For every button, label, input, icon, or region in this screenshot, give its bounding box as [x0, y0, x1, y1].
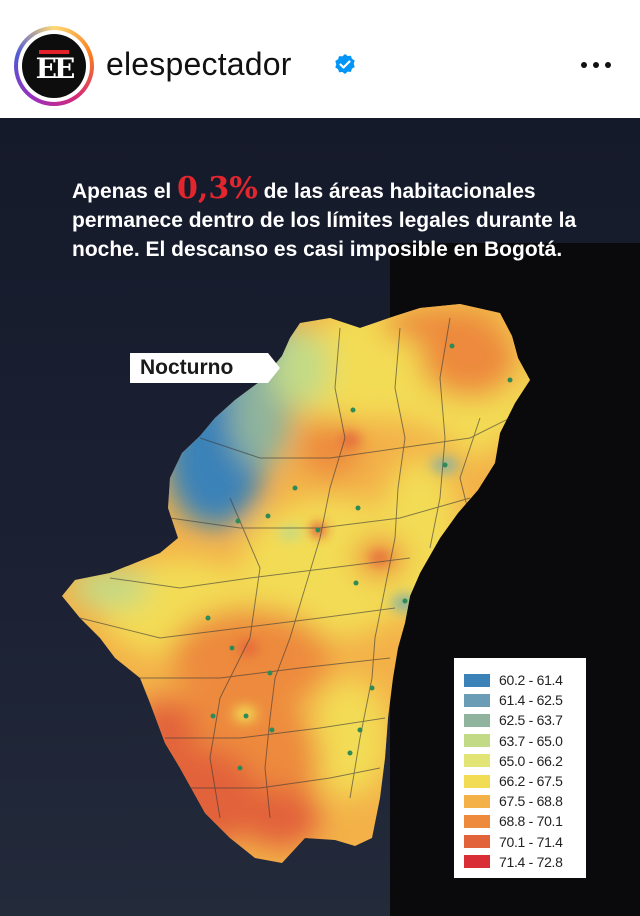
legend-swatch: [464, 814, 490, 828]
legend-item: 71.4 - 72.8: [464, 852, 586, 872]
monitoring-stations: [205, 343, 513, 771]
headline-percentage: 0,3%: [177, 171, 258, 206]
legend-item: 68.8 - 70.1: [464, 811, 586, 831]
username[interactable]: elespectador: [106, 46, 292, 82]
legend-item: 66.2 - 67.5: [464, 771, 586, 791]
legend-label: 60.2 - 61.4: [499, 672, 563, 689]
legend-item: 67.5 - 68.8: [464, 791, 586, 811]
legend-label: 62.5 - 63.7: [499, 712, 563, 729]
legend-swatch: [464, 794, 490, 808]
locality-boundaries: [79, 317, 511, 819]
legend-swatch: [464, 774, 490, 788]
legend-label: 70.1 - 71.4: [499, 833, 563, 850]
legend-label: 61.4 - 62.5: [499, 692, 563, 709]
legend-label: 71.4 - 72.8: [499, 853, 563, 870]
map-label: Nocturno: [130, 353, 280, 383]
legend-label: 68.8 - 70.1: [499, 813, 563, 830]
legend-swatch: [464, 855, 490, 869]
legend-swatch: [464, 673, 490, 687]
legend-item: 62.5 - 63.7: [464, 710, 586, 730]
legend-label: 63.7 - 65.0: [499, 732, 563, 749]
legend-item: 60.2 - 61.4: [464, 670, 586, 690]
profile-avatar[interactable]: EE: [14, 26, 94, 106]
legend-item: 65.0 - 66.2: [464, 751, 586, 771]
legend-item: 61.4 - 62.5: [464, 690, 586, 710]
logo-icon: EE: [22, 34, 86, 98]
more-options-icon[interactable]: [578, 55, 614, 75]
post-image: Apenas el 0,3% de las áreas habitacional…: [0, 118, 640, 916]
legend-label: 67.5 - 68.8: [499, 793, 563, 810]
legend-swatch: [464, 693, 490, 707]
legend-item: 63.7 - 65.0: [464, 731, 586, 751]
map-legend: 60.2 - 61.4 61.4 - 62.5 62.5 - 63.7 63.7 - …: [454, 658, 586, 878]
legend-item: 70.1 - 71.4: [464, 832, 586, 852]
legend-label: 65.0 - 66.2: [499, 752, 563, 769]
legend-label: 66.2 - 67.5: [499, 773, 563, 790]
verified-badge-icon: [335, 54, 355, 74]
noise-heat-map: [62, 304, 530, 863]
headline: Apenas el 0,3% de las áreas habitacional…: [72, 171, 577, 262]
legend-swatch: [464, 734, 490, 748]
post-header: EE elespectador: [0, 0, 640, 118]
legend-swatch: [464, 835, 490, 849]
legend-swatch: [464, 713, 490, 727]
legend-swatch: [464, 754, 490, 768]
